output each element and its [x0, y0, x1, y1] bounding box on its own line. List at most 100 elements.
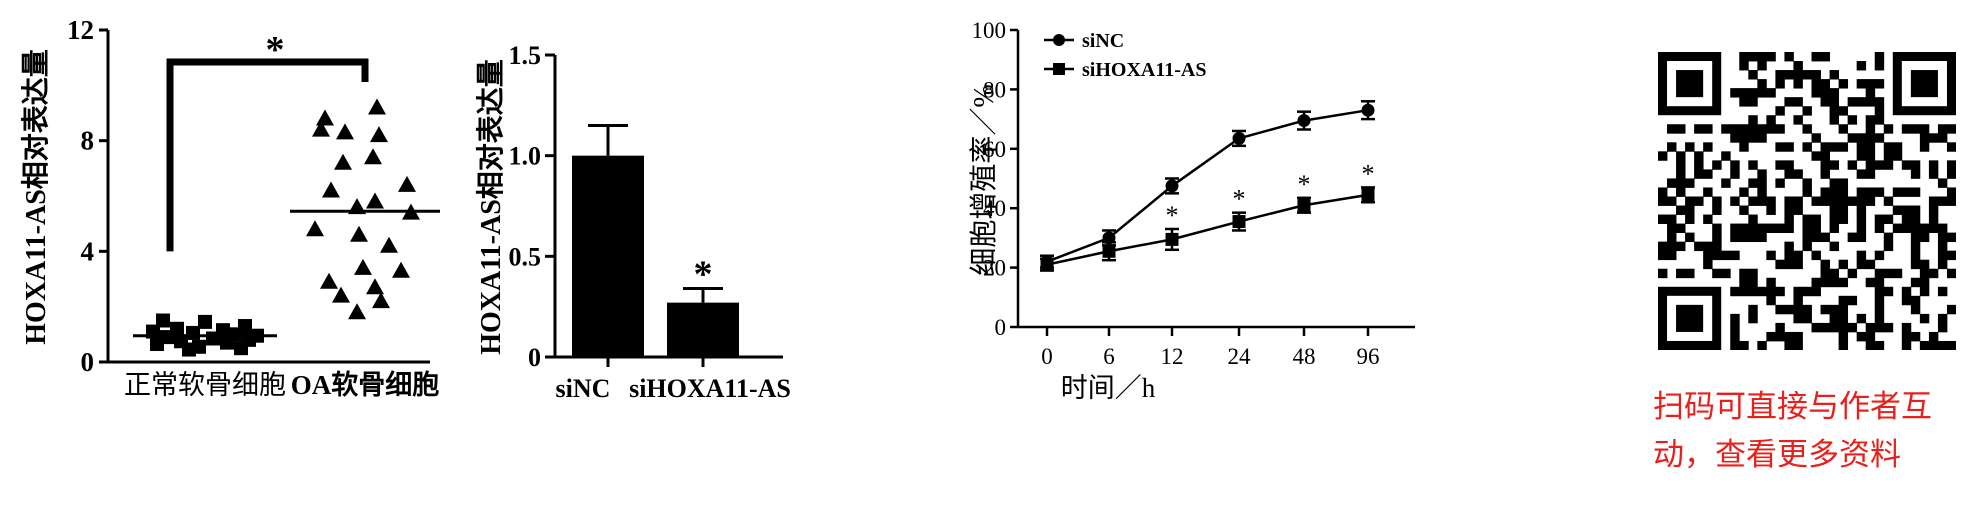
qr-module [1856, 259, 1867, 270]
qr-module [1856, 214, 1867, 224]
qr-module [1838, 331, 1849, 342]
qr-module [1694, 196, 1704, 206]
qr-module [1748, 223, 1758, 234]
qr-module [1766, 223, 1776, 234]
qr-module [1946, 187, 1957, 197]
qr-module [1802, 187, 1812, 197]
qr-module [1712, 232, 1722, 243]
qr-module [1937, 223, 1948, 234]
qr-module [1793, 304, 1803, 315]
qr-module [1775, 70, 1785, 80]
qr-module [1712, 241, 1722, 252]
qr-module [1757, 178, 1767, 188]
qr-module [1910, 259, 1921, 270]
scatter-y-tick-label: 12 [67, 15, 94, 45]
bar [667, 302, 739, 357]
qr-module [1712, 196, 1722, 206]
qr-module [1802, 223, 1812, 234]
qr-module [1919, 340, 1930, 351]
qr-module [1874, 79, 1885, 89]
qr-module [1838, 142, 1849, 152]
qr-module [1874, 61, 1885, 71]
qr-module [1703, 259, 1713, 270]
qr-module [1829, 187, 1840, 197]
scatter-point-triangle [366, 278, 384, 295]
line-significance-star: * [1298, 170, 1311, 199]
qr-module [1802, 142, 1812, 152]
line-x-tick-label: 12 [1161, 344, 1184, 369]
qr-module [1721, 124, 1731, 134]
qr-module [1667, 223, 1677, 234]
line-point-circle [1232, 131, 1246, 145]
scatter-point-triangle [316, 109, 334, 126]
qr-module [1784, 214, 1794, 224]
qr-module [1748, 277, 1758, 288]
qr-module [1766, 205, 1776, 215]
qr-module [1928, 196, 1939, 206]
qr-module [1793, 97, 1803, 107]
qr-module [1784, 250, 1794, 261]
qr-module [1910, 331, 1921, 342]
qr-module [1730, 250, 1740, 261]
qr-module [1865, 142, 1876, 152]
line-significance-star: * [1233, 185, 1246, 214]
qr-module [1919, 313, 1930, 324]
qr-module [1874, 340, 1885, 351]
qr-module [1847, 268, 1858, 279]
qr-module [1910, 295, 1921, 306]
qr-module [1658, 196, 1668, 206]
qr-module [1784, 97, 1794, 107]
qr-module [1793, 61, 1803, 71]
qr-module [1739, 88, 1749, 98]
qr-module [1757, 124, 1767, 134]
qr-module [1721, 250, 1731, 261]
qr-module [1703, 142, 1713, 152]
qr-caption: 扫码可直接与作者互动，查看更多资料 [1653, 389, 1932, 473]
qr-module [1820, 160, 1830, 170]
qr-module [1829, 322, 1840, 333]
line-marks: * * * * [1040, 100, 1375, 272]
qr-module [1748, 70, 1758, 80]
qr-module [1937, 124, 1948, 134]
qr-module [1928, 331, 1939, 342]
qr-module [1883, 241, 1894, 252]
qr-module [1703, 214, 1713, 224]
line-point-square [1232, 215, 1246, 229]
scatter-point-triangle [372, 292, 390, 309]
qr-module [1775, 286, 1785, 297]
qr-module [1802, 241, 1812, 252]
qr-module [1775, 331, 1785, 342]
qr-module [1685, 214, 1695, 224]
qr-module [1793, 169, 1803, 179]
qr-module [1937, 196, 1948, 206]
qr-module [1874, 286, 1885, 297]
qr-module [1901, 214, 1912, 224]
qr-module [1883, 124, 1894, 134]
qr-module [1883, 286, 1894, 297]
qr-module [1910, 169, 1921, 179]
qr-module [1883, 268, 1894, 279]
qr-module [1811, 52, 1821, 62]
qr-module [1793, 331, 1803, 342]
qr-module [1730, 88, 1740, 98]
qr-module [1865, 160, 1876, 170]
qr-module [1820, 304, 1830, 315]
qr-module [1748, 196, 1758, 206]
qr-module [1919, 142, 1930, 152]
qr-module [1748, 313, 1758, 324]
qr-module [1676, 151, 1686, 161]
qr-module [1793, 286, 1803, 297]
line-significance-star: * [1362, 159, 1375, 188]
qr-module [1910, 277, 1921, 288]
legend-label: siHOXA11-AS [1082, 59, 1206, 81]
qr-module [1919, 286, 1930, 297]
scatter-point-triangle [398, 175, 416, 192]
qr-module [1757, 286, 1767, 297]
qr-module [1802, 106, 1812, 116]
qr-module [1748, 232, 1758, 243]
qr-module [1865, 88, 1876, 98]
line-x-tick-label: 24 [1228, 344, 1252, 369]
legend-marker-circle [1053, 34, 1065, 46]
line-y-tick-label: 0 [995, 315, 1007, 340]
qr-module [1685, 232, 1695, 243]
